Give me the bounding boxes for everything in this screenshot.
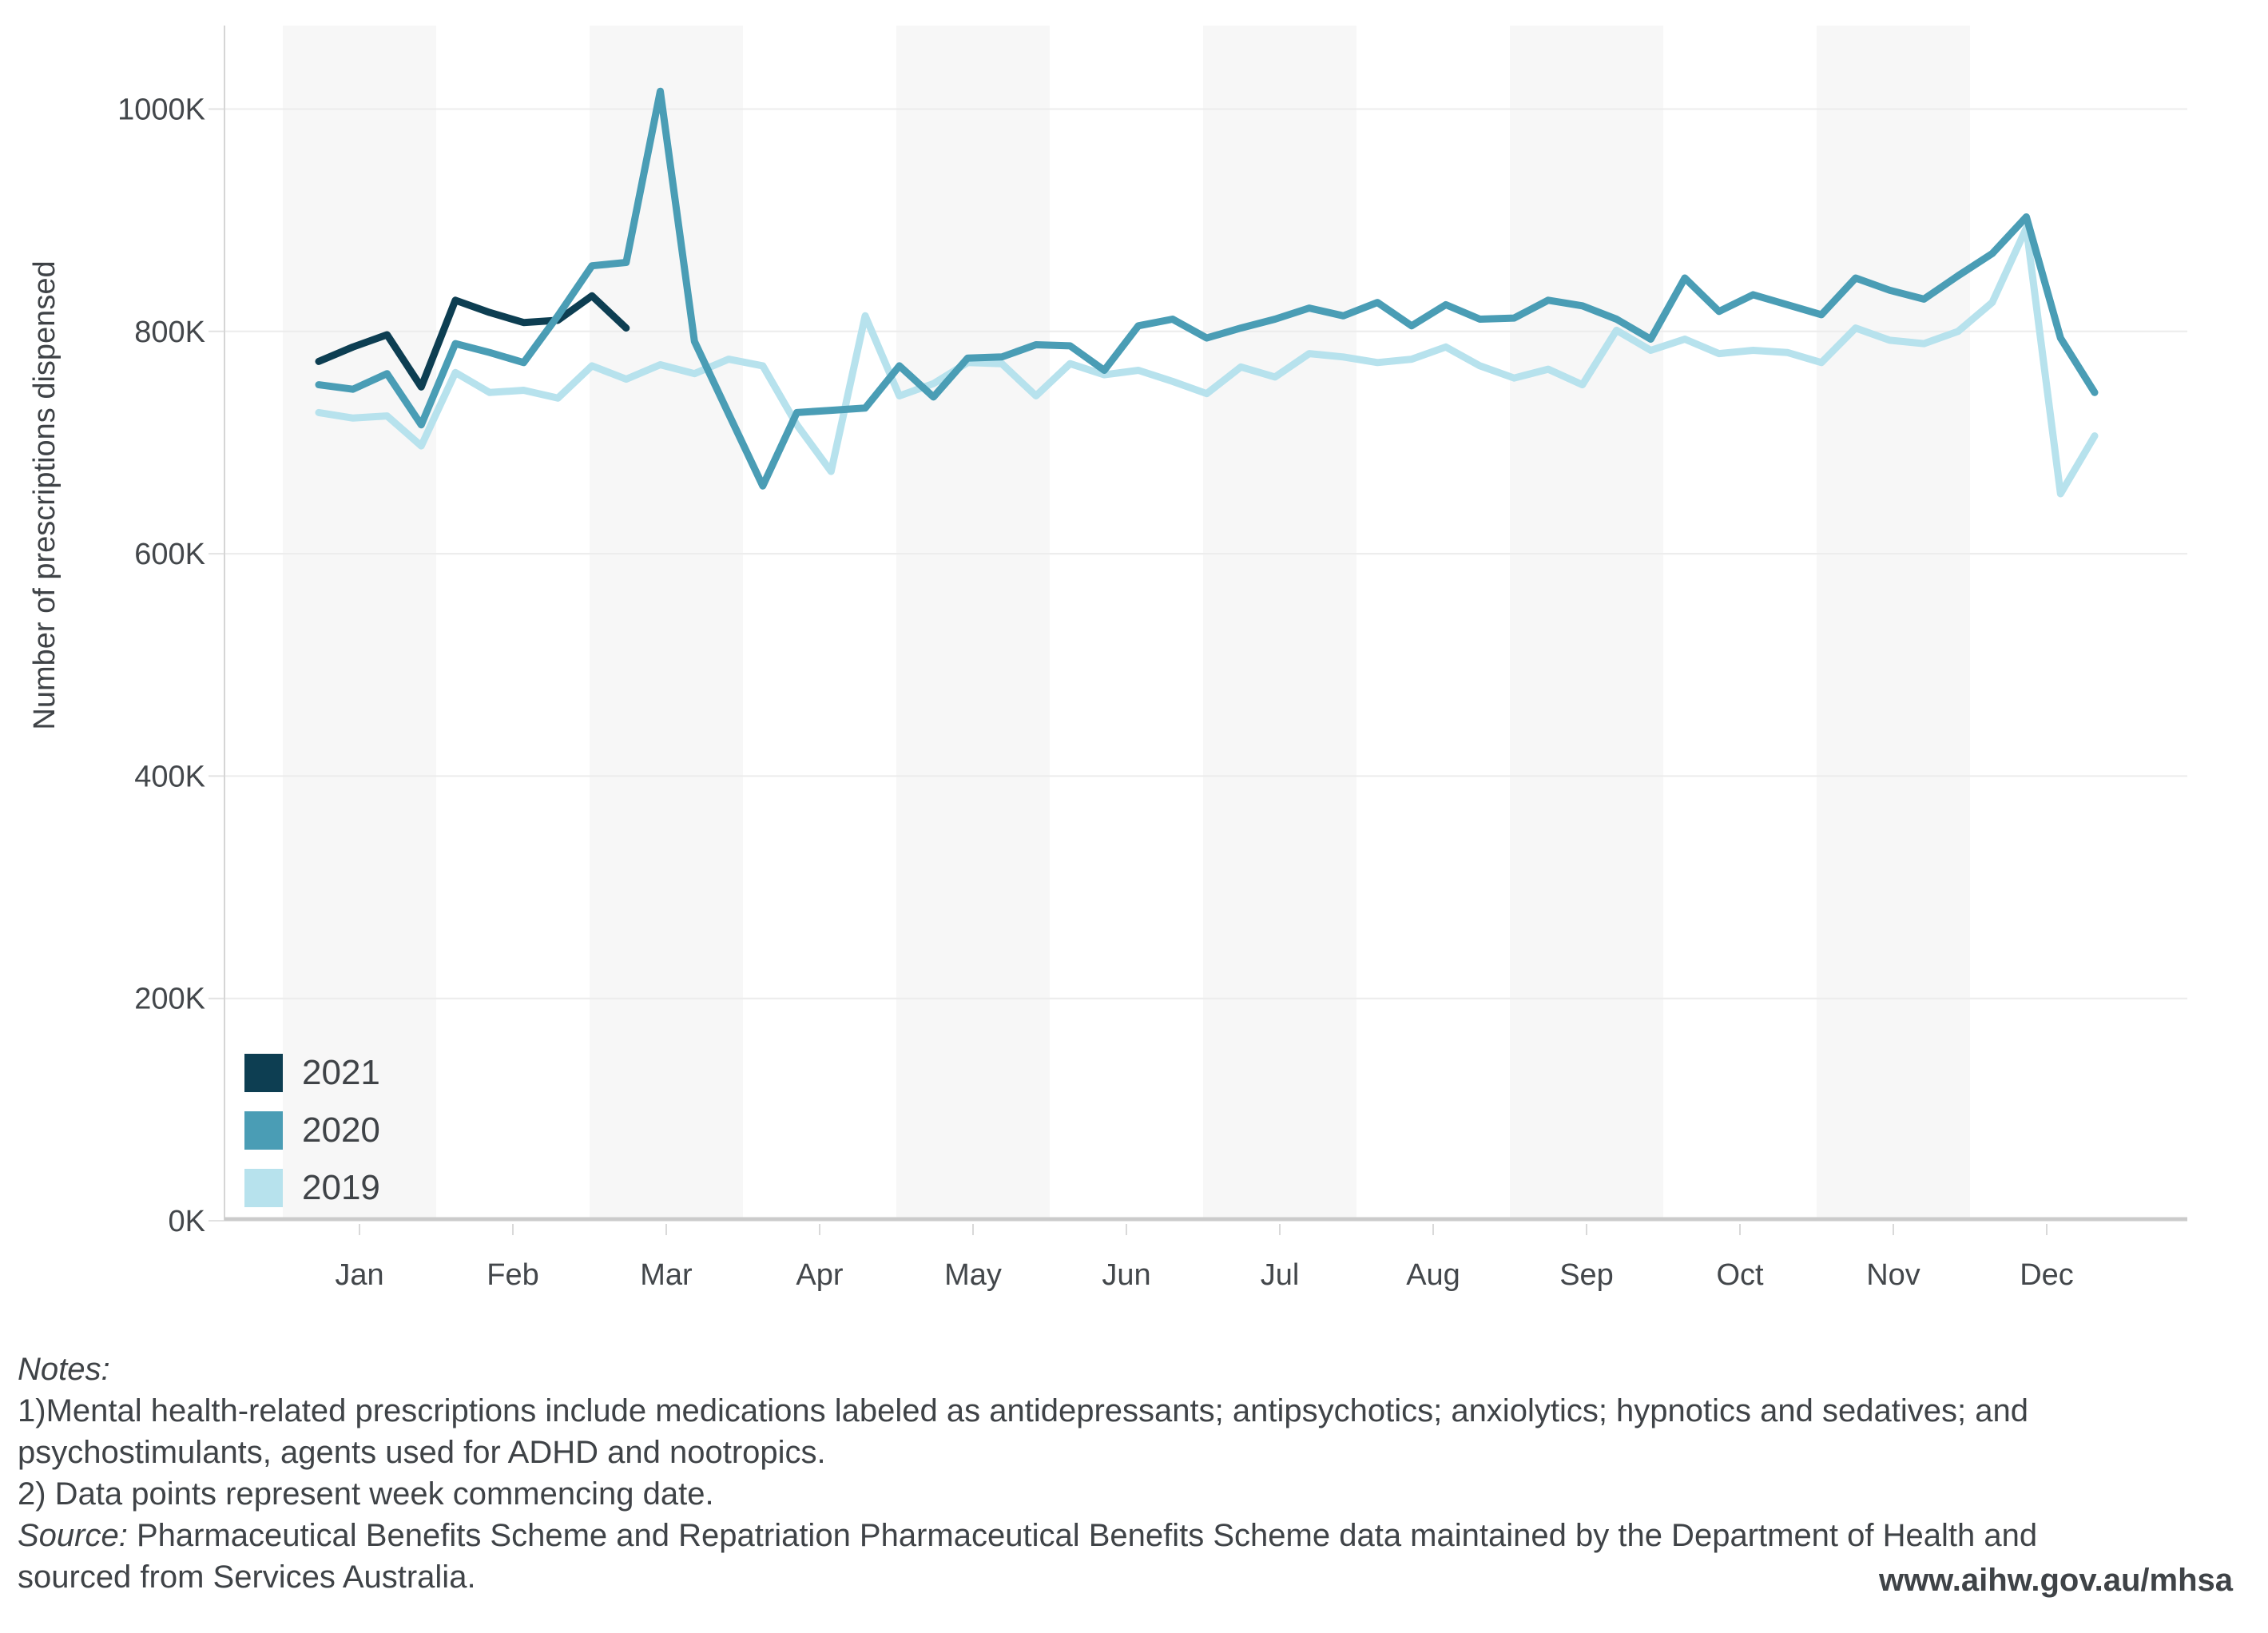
website-link[interactable]: www.aihw.gov.au/mhsa	[1878, 1563, 2233, 1598]
x-tick-label-Feb: Feb	[487, 1258, 538, 1292]
y-tick-label-600K: 600K	[134, 538, 205, 571]
x-tick-label-Mar: Mar	[640, 1258, 693, 1292]
y-tick-label-0K: 0K	[169, 1205, 205, 1238]
month-band-Nov	[1817, 26, 1970, 1221]
x-tick-label-Apr: Apr	[796, 1258, 843, 1292]
legend-row-2020: 2020	[244, 1111, 380, 1150]
source-line-2: sourced from Services Australia.	[18, 1559, 476, 1595]
x-tick-label-Oct: Oct	[1716, 1258, 1764, 1292]
series-line-2021	[315, 292, 630, 391]
notes-block: Notes: 1)Mental health-related prescript…	[18, 1349, 2254, 1598]
legend-label-2019: 2019	[302, 1168, 380, 1207]
month-band-Jan	[283, 26, 436, 1221]
note-2: 2) Data points represent week commencing…	[18, 1476, 714, 1512]
x-tick-label-Sep: Sep	[1559, 1258, 1614, 1292]
x-tick-label-Jul: Jul	[1261, 1258, 1300, 1292]
prescriptions-line-chart: 0K 200K 400K 600K 800K 1000K Jan Feb Mar Apr May Ju…	[28, 26, 2187, 1292]
x-tick-label-Nov: Nov	[1866, 1258, 1920, 1292]
legend-swatch-2019	[244, 1169, 283, 1207]
legend-label-2021: 2021	[302, 1053, 380, 1092]
chart-legend: 2021 2020 2019	[244, 1053, 380, 1208]
x-tick-label-Jun: Jun	[1102, 1258, 1150, 1292]
series-line-2019	[315, 224, 2099, 498]
legend-row-2019: 2019	[244, 1168, 380, 1208]
x-tick-label-May: May	[944, 1258, 1002, 1292]
legend-swatch-2020	[244, 1111, 283, 1150]
legend-label-2020: 2020	[302, 1111, 380, 1150]
month-band-Sep	[1510, 26, 1663, 1221]
legend-row-2021: 2021	[244, 1053, 380, 1093]
note-1-line-1: 1)Mental health-related prescriptions in…	[18, 1393, 2028, 1428]
month-band-Mar	[590, 26, 743, 1221]
x-tick-label-Jan: Jan	[335, 1258, 383, 1292]
source-line-1: Source: Pharmaceutical Benefits Scheme a…	[18, 1518, 2038, 1553]
month-band-May	[896, 26, 1050, 1221]
y-tick-label-400K: 400K	[134, 760, 205, 793]
y-tick-label-200K: 200K	[134, 983, 205, 1016]
y-tick-label-1000K: 1000K	[117, 93, 205, 127]
legend-swatch-2021	[244, 1054, 283, 1092]
y-axis-title: Number of prescriptions dispensed	[28, 260, 62, 729]
month-band-Jul	[1203, 26, 1356, 1221]
series-line-2020	[315, 87, 2099, 490]
y-tick-label-800K: 800K	[134, 316, 205, 349]
note-1-line-2: psychostimulants, agents used for ADHD a…	[18, 1435, 826, 1470]
notes-heading: Notes:	[18, 1352, 110, 1387]
x-tick-label-Aug: Aug	[1406, 1258, 1460, 1292]
x-tick-label-Dec: Dec	[2020, 1258, 2074, 1292]
